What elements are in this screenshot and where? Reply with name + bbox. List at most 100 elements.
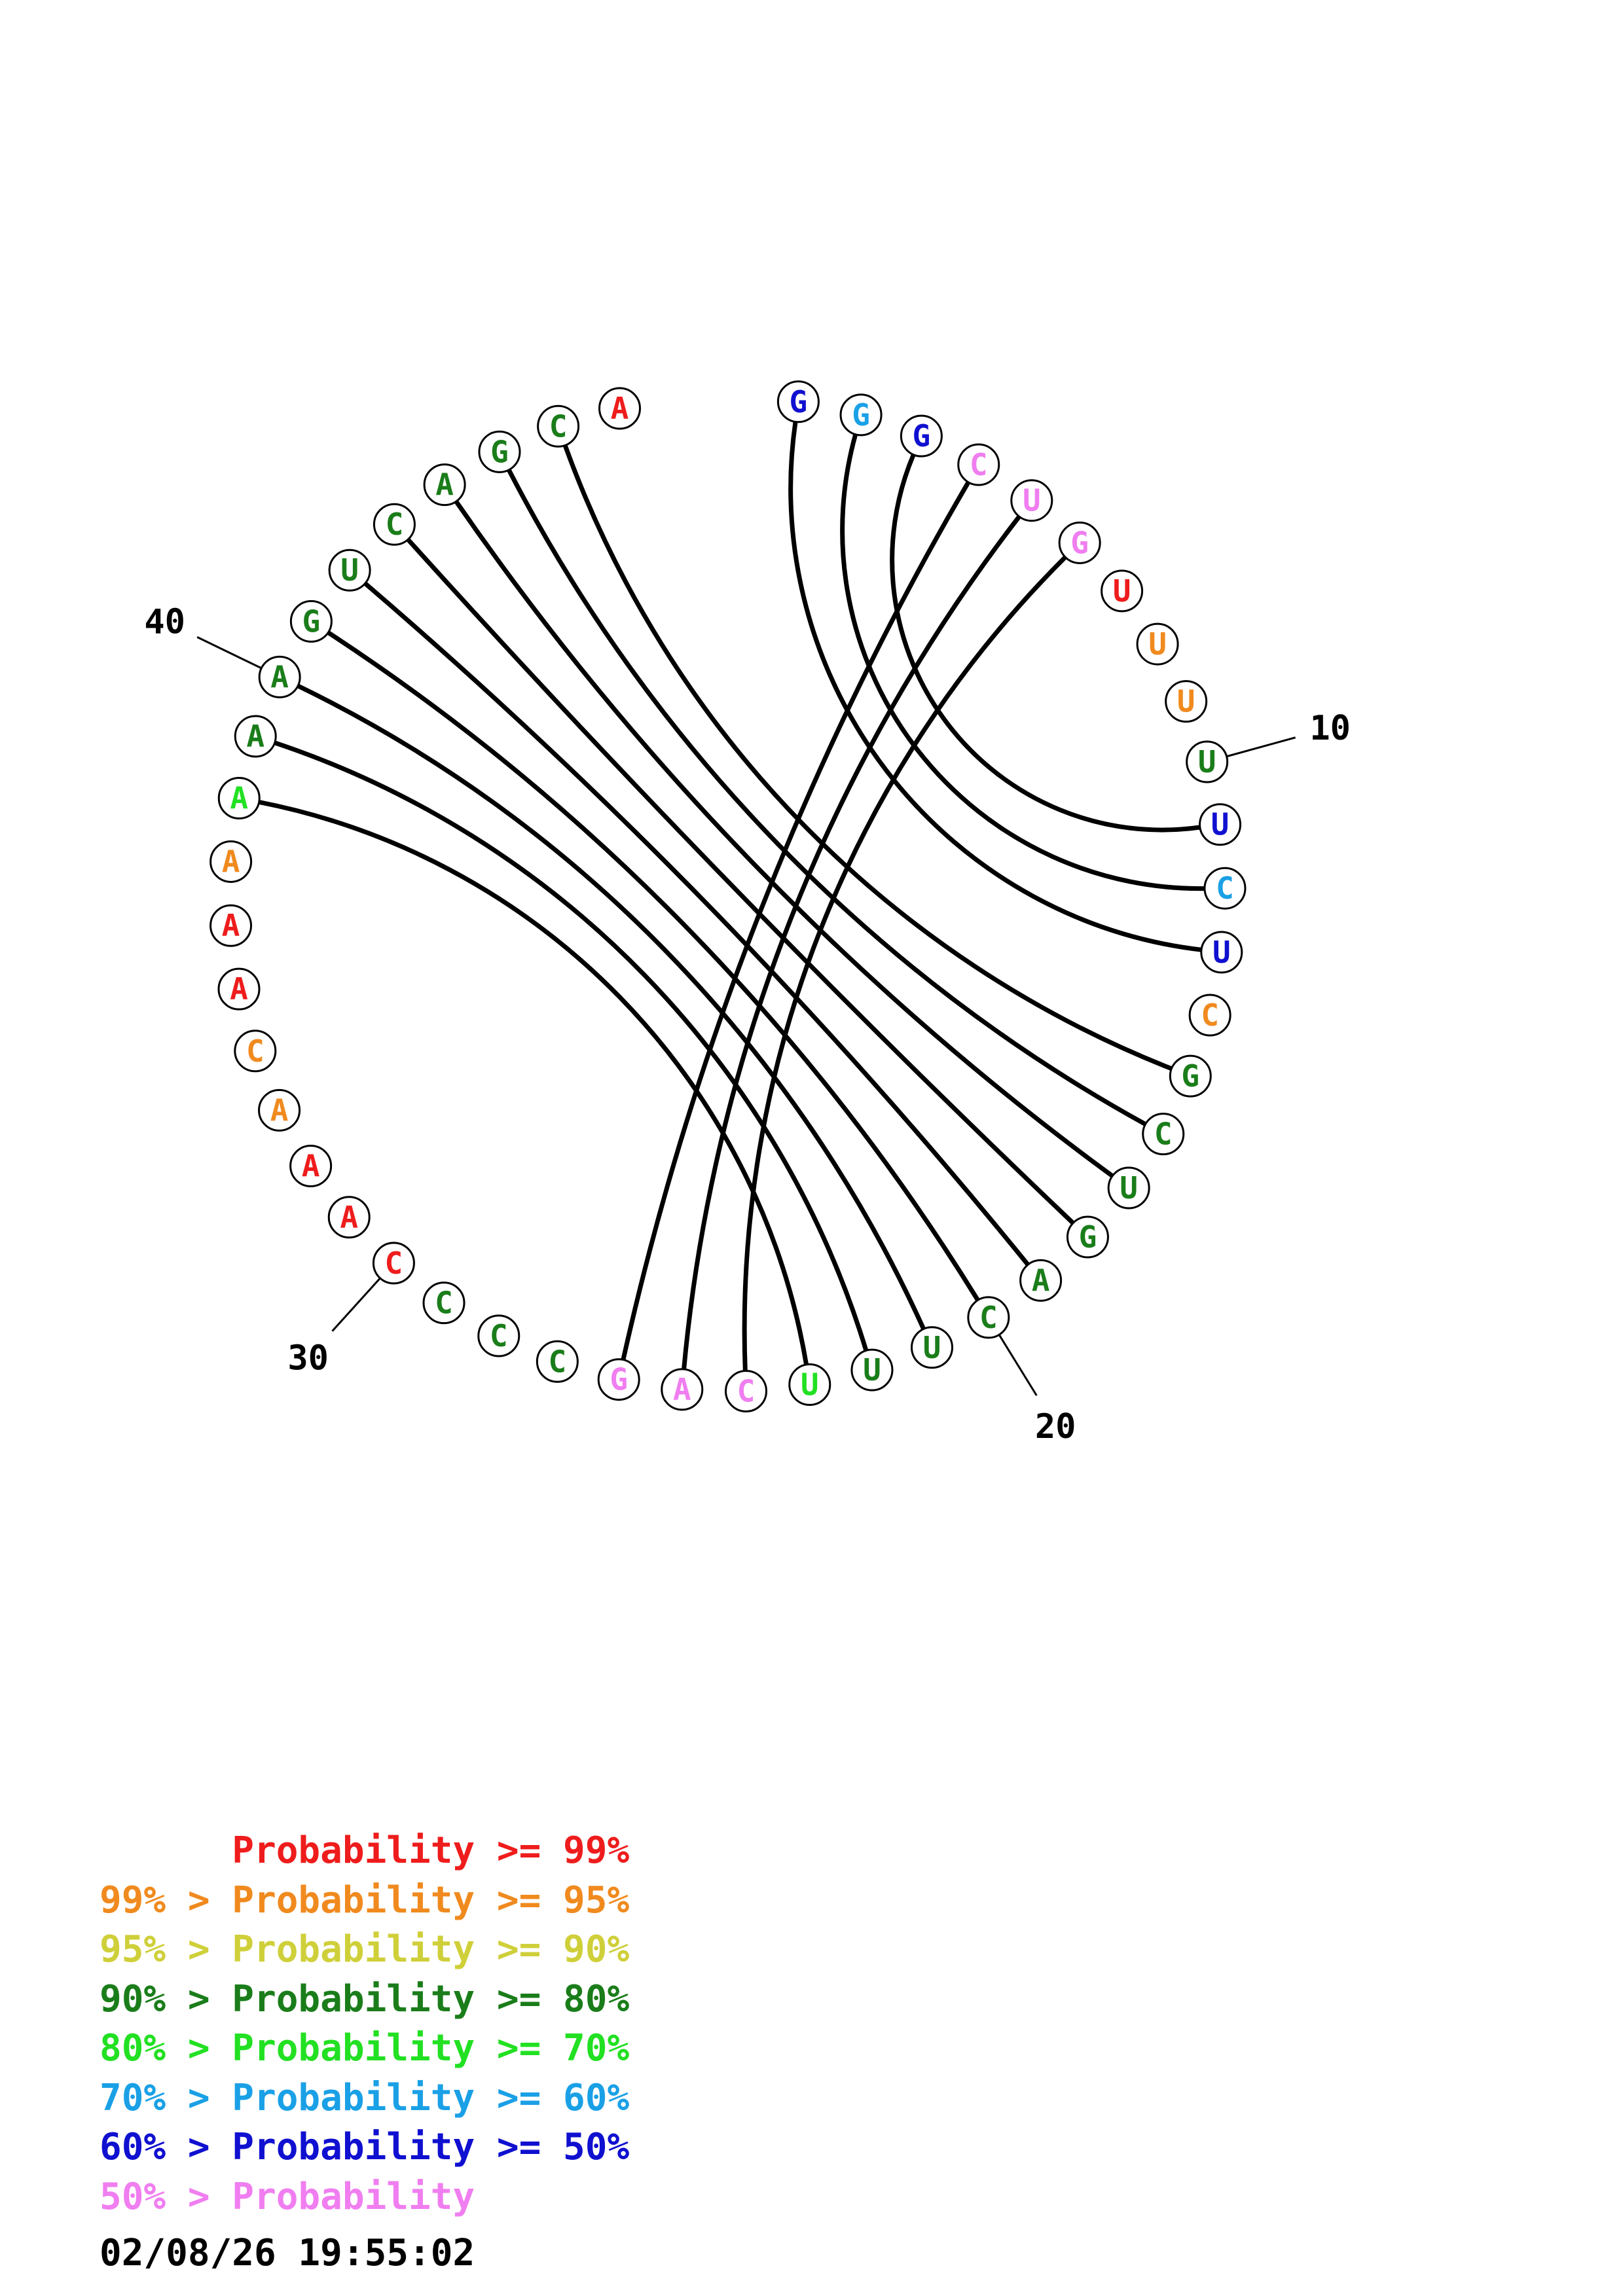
tick-label-20: 20 [1035,1407,1076,1446]
nucleotide-circle-24 [725,1369,768,1412]
nucleotide-letter-18: G [1079,1219,1097,1255]
nucleotide-1: G [776,380,820,423]
pair-arc-15-46 [562,444,1173,1071]
nucleotide-letter-33: A [270,1092,289,1128]
nucleotide-circle-26 [597,1358,640,1401]
nucleotide-39: A [234,715,277,758]
pair-arc-23-38 [259,800,809,1365]
nucleotide-circle-15 [1169,1054,1212,1098]
probability-legend: Probability >= 99% 99% > Probability >= 9… [100,1826,629,2221]
tick-line-30 [331,1277,381,1332]
nucleotide-circle-38 [217,776,261,819]
nucleotide-letter-25: A [673,1372,691,1407]
nucleotide-circle-1 [776,380,820,423]
nucleotide-letter-37: A [222,844,240,879]
pair-arc-18-43 [406,537,1075,1225]
nucleotide-letter-47: A [611,391,629,426]
nucleotide-letter-13: U [1213,935,1231,970]
nucleotide-34: C [234,1030,277,1073]
nucleotide-circle-13 [1200,931,1243,974]
nucleotide-circle-8 [1136,622,1179,666]
nucleotide-circle-32 [289,1144,333,1187]
nucleotide-circle-35 [217,967,261,1011]
timestamp: 02/08/26 19:55:02 [100,2232,475,2274]
nucleotide-2: G [839,393,883,437]
legend-entry: Probability >= 99% [100,1829,630,1872]
nucleotide-15: G [1169,1054,1212,1098]
nucleotide-letter-31: A [340,1200,358,1235]
tick-line-20 [998,1334,1038,1396]
nucleotide-43: C [373,503,416,546]
nucleotide-9: U [1165,680,1208,723]
nucleotide-circle-20 [967,1296,1010,1339]
nucleotide-circle-23 [788,1363,831,1407]
nucleotide-4: C [957,443,1000,486]
nucleotide-circle-41 [289,600,333,643]
nucleotide-letter-41: G [302,603,321,639]
nucleotide-circle-12 [1203,867,1247,910]
nucleotide-circle-18 [1066,1215,1109,1259]
pair-arcs [259,422,1205,1371]
nucleotide-33: A [258,1088,301,1132]
nucleotide-32: A [289,1144,333,1187]
nucleotide-44: A [423,463,466,507]
nucleotide-45: G [478,430,521,473]
nucleotide-circle: G GGCUGUUUUUCUCGCUGACUUUCAGCCCCAAACAAAAAA… [210,380,1247,1412]
nucleotide-circle-21 [910,1326,953,1369]
nucleotide-circle-6 [1058,521,1101,564]
nucleotide-letter-12: C [1216,870,1234,906]
nucleotide-30: C [372,1242,415,1285]
nucleotide-circle-5 [1010,479,1053,522]
pair-arc-5-25 [682,515,1021,1370]
nucleotide-letter-11: U [1211,807,1230,842]
nucleotide-letter-42: U [340,552,359,588]
nucleotide-17: U [1107,1166,1150,1210]
nucleotide-circle-39 [234,715,277,758]
pair-arc-20-41 [327,630,980,1302]
pair-arc-2-12 [840,433,1205,891]
nucleotide-13: U [1200,931,1243,974]
nucleotide-40: A [258,655,301,698]
tick-label-10: 10 [1309,709,1351,748]
nucleotide-circle-9 [1165,680,1208,723]
nucleotide-circle-33 [258,1088,301,1132]
nucleotide-47: A [598,387,642,430]
nucleotide-letter-30: C [385,1246,403,1281]
nucleotide-5: U [1010,479,1053,522]
nucleotide-42: U [328,548,371,592]
nucleotide-circle-34 [234,1030,277,1073]
legend-entry: 80% > Probability >= 70% [100,2027,630,2070]
nucleotide-letter-20: C [979,1300,998,1335]
nucleotide-27: C [536,1340,579,1383]
nucleotide-22: U [850,1348,894,1391]
nucleotide-23: U [788,1363,831,1407]
pair-arc-16-45 [507,469,1147,1126]
nucleotide-letter-9: U [1177,684,1195,719]
nucleotide-6: G [1058,521,1101,564]
nucleotide-14: C [1188,994,1231,1037]
nucleotide-letter-27: C [548,1344,566,1379]
nucleotide-circle-2 [839,393,883,437]
nucleotide-letter-3: G [913,418,931,454]
nucleotide-circle-29 [422,1282,465,1325]
tick-label-40: 40 [144,602,185,641]
nucleotide-circle-47 [598,387,642,430]
nucleotide-letter-24: C [737,1373,756,1408]
tick-line-10 [1226,736,1296,758]
nucleotide-letter-32: A [302,1148,320,1183]
nucleotide-circle-17 [1107,1166,1150,1210]
nucleotide-20: C [967,1296,1010,1339]
nucleotide-18: G [1066,1215,1109,1259]
nucleotide-letter-15: G [1181,1058,1199,1094]
legend-entry: 60% > Probability >= 50% [100,2126,630,2168]
pair-arc-22-39 [274,740,869,1352]
pair-arc-17-44 [454,500,1114,1178]
nucleotide-letter-6: G [1070,525,1089,560]
nucleotide-letter-21: U [923,1330,941,1365]
nucleotide-circle-25 [661,1368,704,1411]
legend-entry: 70% > Probability >= 60% [100,2076,630,2119]
nucleotide-circle-31 [327,1196,371,1239]
nucleotide-letter-1: G [790,384,808,420]
pair-arc-19-42 [363,581,1030,1266]
